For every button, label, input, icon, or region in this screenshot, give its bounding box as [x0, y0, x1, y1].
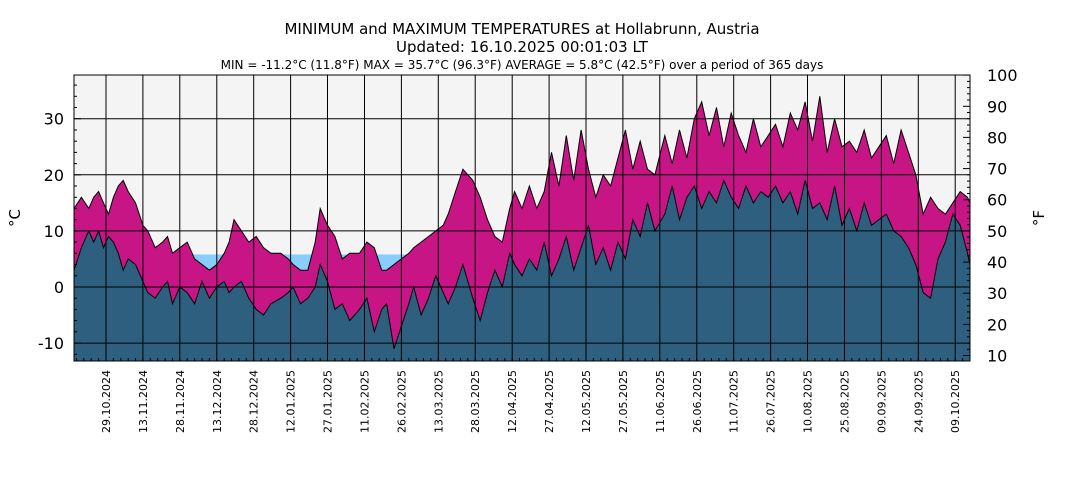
x-axis: 29.10.2024 13.11.2024 28.11.2024 13.12.2024… [76, 358, 964, 433]
x-tick-label: 24.09.2025 [912, 370, 925, 433]
y-axis-label-fahrenheit: °F [1030, 210, 1048, 226]
y-tick-label-right: 60 [987, 191, 1007, 210]
x-tick-label: 12.01.2025 [285, 370, 298, 433]
x-tick-label: 28.03.2025 [469, 370, 482, 433]
x-tick-label: 27.04.2025 [543, 370, 556, 433]
x-tick-label: 26.07.2025 [765, 370, 778, 433]
y-tick-label-right: 20 [987, 315, 1007, 334]
y-axis-label-celsius: °C [6, 209, 24, 227]
x-tick-label: 13.03.2025 [432, 370, 445, 433]
x-tick-label: 12.05.2025 [580, 370, 593, 433]
y-tick-label-right: 100 [987, 66, 1018, 85]
x-tick-label: 13.11.2024 [137, 370, 150, 433]
x-tick-label: 11.07.2025 [728, 370, 741, 433]
min-temperature-line [73, 178, 971, 349]
x-tick-label: 11.06.2025 [654, 370, 667, 433]
x-tick-label: 12.04.2025 [506, 370, 519, 433]
max-temperature-line [73, 96, 971, 271]
y-tick-label-right: 10 [987, 347, 1007, 366]
y-tick-label-left: 30 [44, 110, 64, 129]
y-tick-label-left: -10 [38, 334, 64, 353]
x-tick-label: 26.06.2025 [691, 370, 704, 433]
y-axis-right: 10 20 30 40 50 60 70 80 90 100 [963, 66, 1018, 366]
x-tick-label: 10.08.2025 [802, 370, 815, 433]
chart-updated: Updated: 16.10.2025 00:01:03 LT [396, 38, 649, 56]
x-tick-label: 25.08.2025 [839, 370, 852, 433]
x-tick-label: 29.10.2024 [100, 370, 113, 433]
chart-stats: MIN = -11.2°C (11.8°F) MAX = 35.7°C (96.… [221, 58, 824, 72]
grid-lines [74, 75, 970, 361]
x-tick-label: 09.10.2025 [949, 370, 962, 433]
x-tick-label: 27.05.2025 [617, 370, 630, 433]
y-tick-label-left: 0 [54, 278, 64, 297]
x-tick-label: 11.02.2025 [359, 370, 372, 433]
x-tick-label: 13.12.2024 [211, 370, 224, 433]
chart-title: MINIMUM and MAXIMUM TEMPERATURES at Holl… [284, 20, 759, 38]
x-tick-label: 27.01.2025 [322, 370, 335, 433]
y-tick-label-right: 70 [987, 160, 1007, 179]
min-temperature-area [74, 180, 970, 361]
y-tick-label-left: 10 [44, 222, 64, 241]
x-tick-label: 28.12.2024 [248, 370, 261, 433]
x-tick-label: 26.02.2025 [395, 370, 408, 433]
y-tick-label-right: 40 [987, 253, 1007, 272]
y-tick-label-right: 30 [987, 284, 1007, 303]
y-axis-left: -10 0 10 20 30 [38, 84, 81, 355]
y-tick-label-right: 80 [987, 128, 1007, 147]
y-tick-label-right: 50 [987, 222, 1007, 241]
y-tick-label-right: 90 [987, 97, 1007, 116]
x-tick-label: 28.11.2024 [174, 370, 187, 433]
x-tick-label: 09.09.2025 [875, 370, 888, 433]
y-tick-label-left: 20 [44, 166, 64, 185]
